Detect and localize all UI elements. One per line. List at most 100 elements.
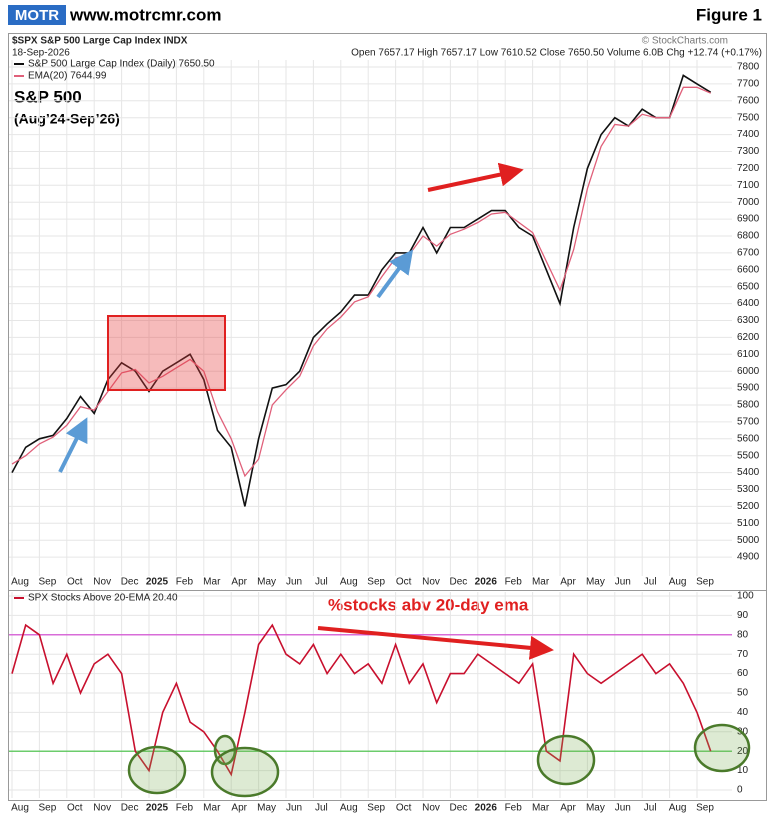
arrow	[427, 162, 524, 192]
y-tick-label: 7400	[737, 129, 760, 140]
figure-label: Figure 1	[696, 5, 762, 24]
y-tick-label: 7500	[737, 112, 760, 123]
x-tick-label: Sep	[696, 803, 714, 814]
x-tick-label: Oct	[396, 577, 412, 588]
y-tick-label: 6100	[737, 349, 760, 360]
highlight-box	[107, 315, 226, 391]
x-tick-label: Aug	[340, 577, 358, 588]
x-tick-label: Sep	[696, 577, 714, 588]
x-tick-label: Nov	[422, 803, 440, 814]
x-tick-label: Mar	[203, 577, 221, 588]
x-tick-label: Jul	[644, 577, 657, 588]
x-tick-label: Jun	[615, 803, 631, 814]
y-tick-label: 5900	[737, 383, 760, 394]
x-tick-label: May	[586, 803, 605, 814]
x-tick-label: Jul	[644, 803, 657, 814]
chart-title: $SPX S&P 500 Large Cap Index INDX	[12, 36, 188, 47]
x-tick-label: Sep	[367, 803, 385, 814]
x-tick-label: Sep	[367, 577, 385, 588]
x-tick-label: Nov	[93, 803, 111, 814]
x-tick-label: 2025	[146, 577, 169, 588]
x-tick-label: Dec	[121, 577, 139, 588]
series-line	[11, 86, 711, 478]
x-tick-label: Sep	[39, 577, 57, 588]
y-tick-label: 60	[737, 668, 749, 679]
y-tick-label: 7200	[737, 163, 760, 174]
x-tick-label: Apr	[560, 577, 576, 588]
y-tick-label: 40	[737, 707, 749, 718]
x-tick-label: Mar	[532, 803, 550, 814]
legend-label: EMA(20) 7644.99	[28, 71, 107, 82]
y-tick-label: 5600	[737, 433, 760, 444]
x-tick-label: Mar	[203, 803, 221, 814]
x-tick-label: Apr	[231, 577, 247, 588]
quote: Open 7657.17 High 7657.17 Low 7610.52 Cl…	[351, 48, 762, 59]
x-tick-label: Sep	[39, 803, 57, 814]
y-tick-label: 6600	[737, 264, 760, 275]
x-tick-label: 2026	[475, 577, 498, 588]
y-tick-label: 70	[737, 649, 749, 660]
y-tick-label: 6500	[737, 281, 760, 292]
arrow	[317, 626, 554, 660]
y-tick-label: 6900	[737, 214, 760, 225]
y-tick-label: 5700	[737, 417, 760, 428]
annotation: %stocks abv 20-day ema	[328, 595, 529, 614]
x-tick-label: Aug	[669, 803, 687, 814]
circle	[127, 745, 187, 795]
x-tick-label: Dec	[450, 803, 468, 814]
y-tick-label: 7000	[737, 197, 760, 208]
logo: MOTR	[15, 7, 59, 24]
y-tick-label: 5000	[737, 535, 760, 546]
y-tick-label: 6300	[737, 315, 760, 326]
site: www.motrcmr.com	[69, 5, 221, 24]
indicator-panel	[8, 590, 767, 801]
y-tick-label: 5400	[737, 467, 760, 478]
y-tick-label: 4900	[737, 552, 760, 563]
y-tick-label: 6200	[737, 332, 760, 343]
y-tick-label: 0	[737, 785, 743, 796]
x-tick-label: Nov	[422, 577, 440, 588]
y-tick-label: 6800	[737, 231, 760, 242]
y-tick-label: 90	[737, 610, 749, 621]
legend-label: SPX Stocks Above 20-EMA 20.40	[28, 593, 178, 604]
y-tick-label: 5300	[737, 484, 760, 495]
x-tick-label: Feb	[176, 803, 194, 814]
x-tick-label: Oct	[67, 577, 83, 588]
circle	[210, 746, 280, 798]
x-tick-label: Mar	[532, 577, 550, 588]
y-tick-label: 10	[737, 765, 749, 776]
y-tick-label: 7100	[737, 180, 760, 191]
y-tick-label: 7800	[737, 62, 760, 73]
y-tick-label: 7300	[737, 146, 760, 157]
y-tick-label: 5100	[737, 518, 760, 529]
x-tick-label: Dec	[450, 577, 468, 588]
y-tick-label: 6400	[737, 298, 760, 309]
y-tick-label: 7600	[737, 95, 760, 106]
x-tick-label: Feb	[505, 803, 523, 814]
series-line	[11, 74, 712, 507]
x-tick-label: May	[586, 577, 605, 588]
y-tick-label: 80	[737, 629, 749, 640]
x-tick-label: May	[257, 803, 276, 814]
y-tick-label: 6700	[737, 248, 760, 259]
legend-label: S&P 500 Large Cap Index (Daily) 7650.50	[28, 59, 215, 70]
x-tick-label: Aug	[11, 803, 29, 814]
arrow	[376, 249, 414, 299]
overlays	[58, 162, 751, 798]
source: © StockCharts.com	[642, 36, 728, 47]
logo-box	[8, 5, 66, 25]
x-tick-label: Jun	[615, 577, 631, 588]
y-tick-label: 20	[737, 746, 749, 757]
x-tick-label: Aug	[11, 577, 29, 588]
x-tick-label: Oct	[396, 803, 412, 814]
x-tick-label: Jun	[286, 577, 302, 588]
annotation: S&P 500	[14, 87, 82, 106]
y-tick-label: 5200	[737, 501, 760, 512]
y-tick-label: 5500	[737, 450, 760, 461]
arrow	[58, 417, 88, 473]
x-tick-label: Oct	[67, 803, 83, 814]
x-tick-label: May	[257, 577, 276, 588]
x-tick-label: Nov	[93, 577, 111, 588]
x-tick-label: Jul	[315, 803, 328, 814]
